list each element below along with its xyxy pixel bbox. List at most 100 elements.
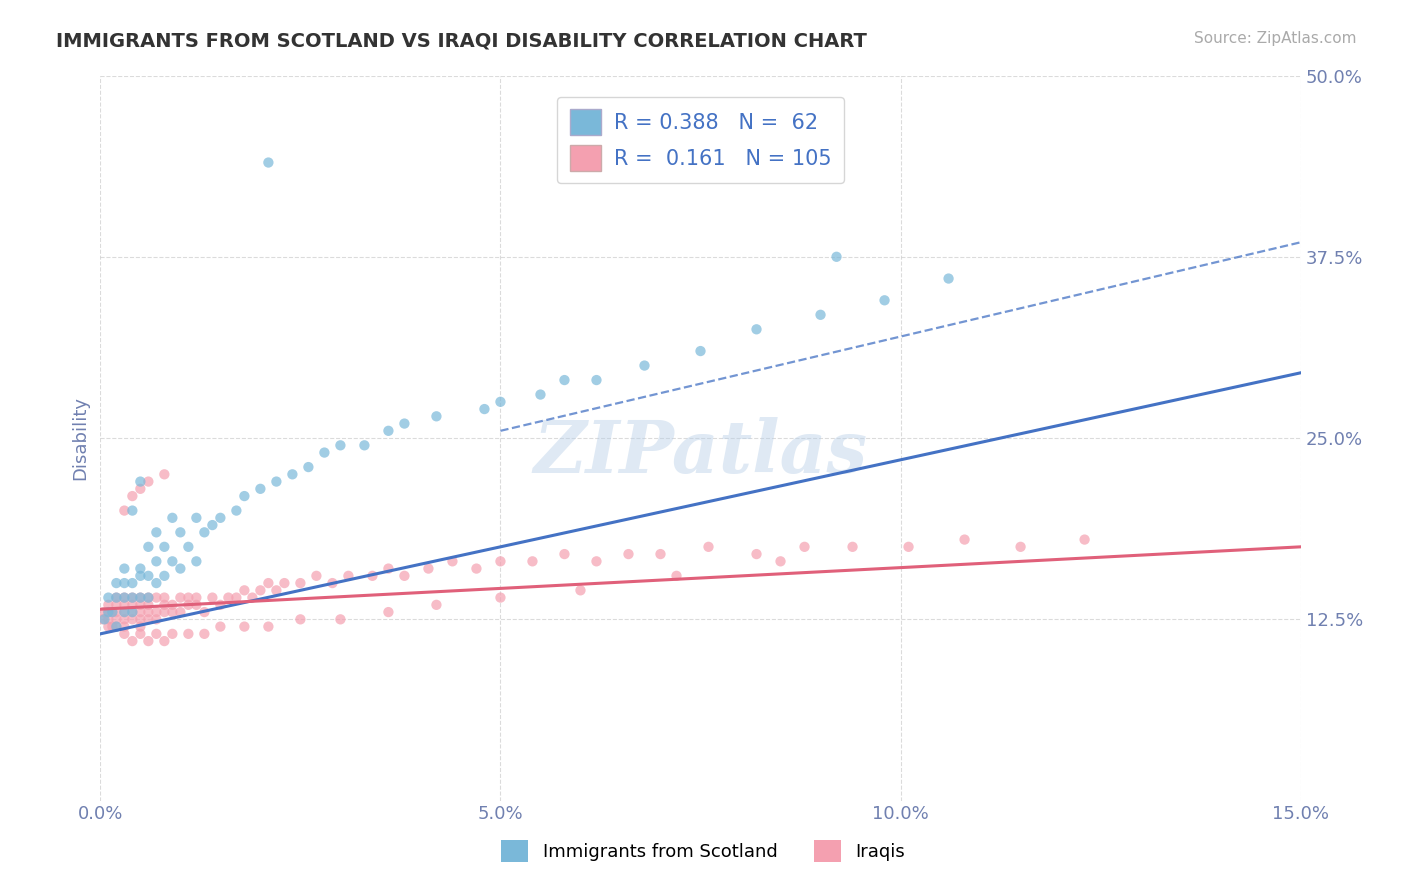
Point <box>290 576 312 591</box>
Point <box>145 627 167 641</box>
Point <box>337 569 360 583</box>
Point <box>153 634 176 648</box>
Point <box>101 605 124 619</box>
Point <box>129 561 152 575</box>
Point <box>617 547 640 561</box>
Point <box>105 605 128 619</box>
Point <box>225 503 247 517</box>
Point <box>193 525 215 540</box>
Point <box>129 591 152 605</box>
Point <box>177 540 200 554</box>
Point <box>129 569 152 583</box>
Point <box>665 569 688 583</box>
Point <box>162 627 184 641</box>
Point <box>121 503 143 517</box>
Point <box>938 271 960 285</box>
Point <box>897 540 920 554</box>
Point <box>177 627 200 641</box>
Point <box>162 605 184 619</box>
Y-axis label: Disability: Disability <box>72 396 89 480</box>
Point <box>418 561 440 575</box>
Point <box>377 424 399 438</box>
Point <box>745 322 768 336</box>
Point <box>209 511 232 525</box>
Point <box>465 561 488 575</box>
Point <box>394 569 416 583</box>
Point <box>112 627 135 641</box>
Point <box>745 547 768 561</box>
Point <box>266 583 288 598</box>
Point <box>138 612 160 626</box>
Point <box>186 511 208 525</box>
Point <box>377 605 399 619</box>
Point <box>91 612 114 626</box>
Point <box>257 619 280 633</box>
Point <box>153 591 176 605</box>
Point <box>1010 540 1032 554</box>
Point <box>105 576 128 591</box>
Point <box>153 540 176 554</box>
Point <box>112 619 135 633</box>
Point <box>112 612 135 626</box>
Point <box>257 155 280 169</box>
Point <box>138 598 160 612</box>
Point <box>101 619 124 633</box>
Point <box>873 293 896 308</box>
Point <box>162 554 184 568</box>
Point <box>145 591 167 605</box>
Point <box>193 605 215 619</box>
Point <box>145 525 167 540</box>
Point <box>145 612 167 626</box>
Point <box>121 576 143 591</box>
Point <box>121 598 143 612</box>
Point <box>129 598 152 612</box>
Point <box>145 605 167 619</box>
Point <box>145 576 167 591</box>
Point <box>138 591 160 605</box>
Point <box>177 591 200 605</box>
Point <box>101 605 124 619</box>
Point <box>953 533 976 547</box>
Point <box>249 482 271 496</box>
Point <box>321 576 343 591</box>
Point <box>169 591 191 605</box>
Point <box>650 547 672 561</box>
Point <box>105 598 128 612</box>
Point <box>810 308 832 322</box>
Point <box>97 612 120 626</box>
Point <box>138 634 160 648</box>
Point <box>153 467 176 482</box>
Point <box>145 554 167 568</box>
Point <box>138 605 160 619</box>
Point <box>112 576 135 591</box>
Point <box>522 554 544 568</box>
Point <box>697 540 720 554</box>
Text: ZIPatlas: ZIPatlas <box>533 417 868 488</box>
Point <box>769 554 792 568</box>
Point <box>489 554 512 568</box>
Point <box>249 583 271 598</box>
Legend: Immigrants from Scotland, Iraqis: Immigrants from Scotland, Iraqis <box>494 833 912 870</box>
Point <box>97 605 120 619</box>
Point <box>112 591 135 605</box>
Point <box>105 612 128 626</box>
Point <box>209 619 232 633</box>
Point <box>186 554 208 568</box>
Point <box>233 489 256 503</box>
Point <box>105 619 128 633</box>
Point <box>186 598 208 612</box>
Point <box>129 605 152 619</box>
Point <box>105 591 128 605</box>
Point <box>153 598 176 612</box>
Point <box>585 554 607 568</box>
Point <box>529 387 551 401</box>
Text: Source: ZipAtlas.com: Source: ZipAtlas.com <box>1194 31 1357 46</box>
Point <box>489 394 512 409</box>
Point <box>153 569 176 583</box>
Point <box>138 475 160 489</box>
Point <box>129 619 152 633</box>
Point <box>97 619 120 633</box>
Point <box>112 605 135 619</box>
Point <box>97 598 120 612</box>
Point <box>93 605 115 619</box>
